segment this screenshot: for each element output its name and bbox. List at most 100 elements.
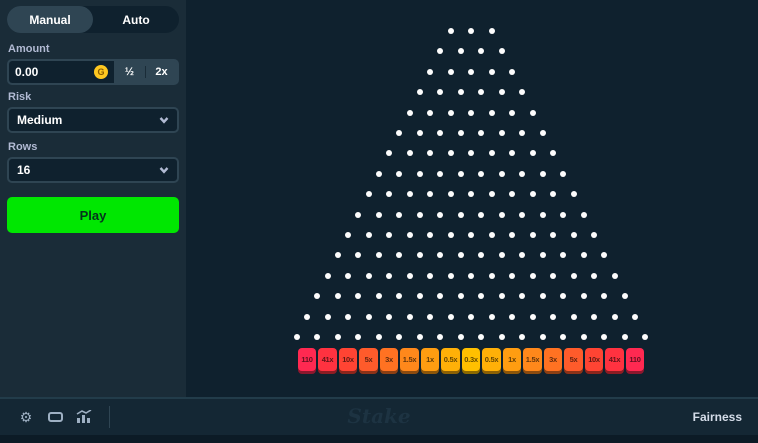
- peg: [591, 272, 597, 279]
- peg: [550, 232, 556, 238]
- peg: [406, 313, 413, 320]
- peg: [478, 211, 485, 218]
- peg: [406, 109, 413, 116]
- peg: [447, 232, 454, 238]
- peg: [396, 334, 403, 340]
- peg: [447, 68, 454, 75]
- multiplier-bucket: 10x: [584, 348, 604, 371]
- peg: [457, 89, 464, 96]
- multiplier-bucket: 0.5x: [482, 348, 501, 371]
- theatre-mode-button[interactable]: [45, 407, 65, 427]
- peg: [509, 150, 515, 157]
- peg: [478, 252, 485, 259]
- peg: [560, 293, 567, 300]
- peg: [416, 170, 423, 177]
- play-button[interactable]: Play: [7, 197, 179, 233]
- bet-controls-sidebar: Manual Auto Amount 0.00 G ½ 2x Risk Medi…: [0, 0, 186, 397]
- live-stats-button[interactable]: [74, 407, 94, 427]
- peg: [478, 334, 485, 340]
- peg: [427, 313, 433, 320]
- peg: [509, 191, 515, 198]
- peg: [437, 170, 444, 177]
- peg: [406, 272, 413, 279]
- peg: [529, 232, 536, 238]
- settings-button[interactable]: ⚙: [16, 407, 36, 427]
- tab-auto[interactable]: Auto: [93, 6, 179, 33]
- rows-value: 16: [17, 163, 31, 177]
- peg: [570, 272, 577, 279]
- multiplier-bucket: 3x: [543, 348, 563, 371]
- multiplier-bucket: 1.5x: [400, 348, 419, 371]
- amount-value: 0.00: [15, 65, 39, 79]
- peg: [437, 293, 444, 300]
- chevron-down-icon: [159, 117, 169, 124]
- peg: [447, 272, 454, 279]
- peg: [375, 293, 382, 300]
- multiplier-bucket: 0.5x: [441, 348, 460, 371]
- peg: [416, 89, 423, 96]
- peg: [529, 109, 536, 116]
- peg: [457, 252, 464, 259]
- peg: [570, 232, 577, 238]
- peg: [457, 170, 464, 177]
- peg: [498, 293, 505, 300]
- peg: [539, 293, 546, 300]
- multiplier-buckets-row: 110 41x 10x 5x 3x 1.5x 1x 0.5x 0.3x 0.5x 1x 1.5x 3x 5…: [297, 348, 645, 371]
- peg: [386, 313, 392, 320]
- peg: [519, 170, 526, 177]
- peg: [345, 232, 351, 238]
- peg: [560, 252, 567, 259]
- half-bet-button[interactable]: ½: [114, 61, 145, 83]
- peg: [447, 191, 454, 198]
- multiplier-bucket: 0.3x: [461, 348, 481, 371]
- double-bet-button[interactable]: 2x: [146, 61, 177, 83]
- peg: [498, 89, 505, 96]
- peg: [427, 232, 433, 238]
- amount-input[interactable]: 0.00 G: [9, 61, 114, 83]
- peg: [437, 252, 444, 259]
- peg: [416, 252, 423, 259]
- peg: [437, 130, 444, 136]
- fairness-link[interactable]: Fairness: [692, 410, 742, 424]
- peg: [509, 272, 515, 279]
- bet-mode-toggle: Manual Auto: [7, 6, 179, 33]
- rows-select[interactable]: 16: [7, 157, 179, 183]
- game-footer: ⚙ Stake Fairness: [0, 397, 758, 435]
- peg: [334, 252, 341, 259]
- multiplier-bucket: 41x: [318, 348, 337, 371]
- peg: [293, 334, 300, 340]
- peg: [580, 293, 587, 300]
- peg: [457, 211, 464, 218]
- peg: [365, 232, 372, 238]
- tab-manual[interactable]: Manual: [7, 6, 93, 33]
- peg: [334, 293, 341, 300]
- peg: [498, 48, 505, 55]
- peg: [457, 48, 464, 55]
- peg: [570, 313, 577, 320]
- peg: [396, 252, 403, 259]
- peg: [580, 334, 587, 340]
- peg: [519, 130, 526, 136]
- peg: [468, 109, 474, 116]
- peg: [375, 252, 382, 259]
- peg: [365, 191, 372, 198]
- peg: [396, 130, 403, 136]
- peg: [478, 293, 485, 300]
- peg: [519, 252, 526, 259]
- multiplier-bucket: 1x: [420, 348, 440, 371]
- peg: [539, 211, 546, 218]
- peg: [468, 68, 474, 75]
- peg: [601, 334, 608, 340]
- plinko-board-area: 110 41x 10x 5x 3x 1.5x 1x 0.5x 0.3x 0.5x 1x 1.5x 3x 5…: [186, 0, 758, 397]
- peg: [365, 272, 372, 279]
- peg: [416, 293, 423, 300]
- peg: [447, 150, 454, 157]
- peg: [345, 272, 351, 279]
- peg: [478, 170, 485, 177]
- peg: [416, 211, 423, 218]
- peg: [642, 334, 649, 340]
- risk-select[interactable]: Medium: [7, 107, 179, 133]
- peg: [375, 334, 382, 340]
- peg: [632, 313, 638, 320]
- peg: [468, 28, 474, 34]
